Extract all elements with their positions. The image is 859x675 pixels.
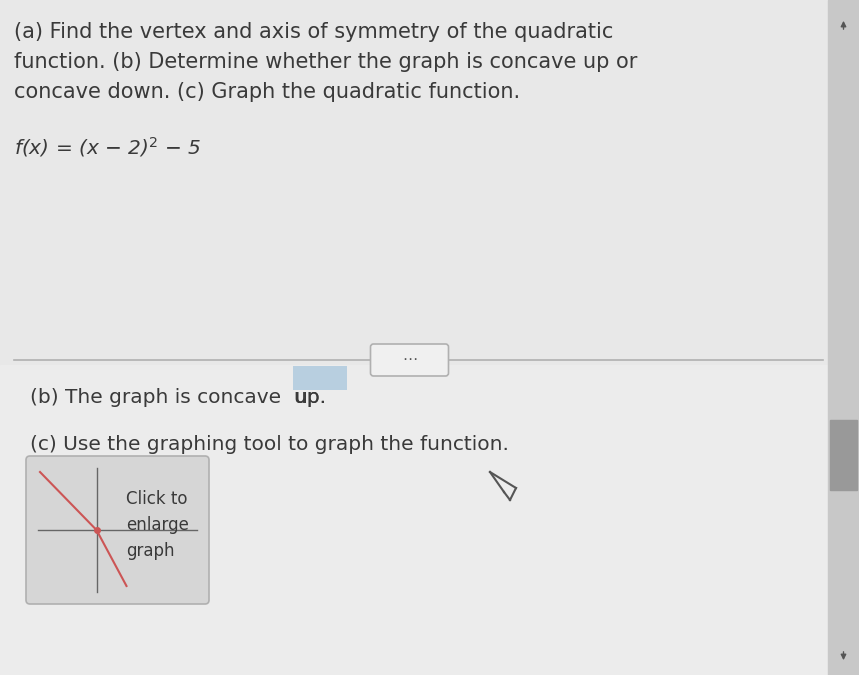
- Text: (c) Use the graphing tool to graph the function.: (c) Use the graphing tool to graph the f…: [30, 435, 509, 454]
- Text: concave down. (c) Graph the quadratic function.: concave down. (c) Graph the quadratic fu…: [14, 82, 521, 102]
- FancyBboxPatch shape: [293, 366, 347, 390]
- Bar: [828, 0, 859, 675]
- FancyBboxPatch shape: [370, 344, 448, 376]
- Text: (b) The graph is concave  up.: (b) The graph is concave up.: [30, 388, 326, 407]
- FancyBboxPatch shape: [26, 456, 209, 604]
- Text: (a) Find the vertex and axis of symmetry of the quadratic: (a) Find the vertex and axis of symmetry…: [14, 22, 613, 42]
- Bar: [830, 420, 857, 490]
- Bar: [0, 0, 859, 365]
- Text: function. (b) Determine whether the graph is concave up or: function. (b) Determine whether the grap…: [14, 52, 637, 72]
- Text: ⋯: ⋯: [402, 352, 417, 367]
- Text: f(x) = (x $-$ 2)$^2$ $-$ 5: f(x) = (x $-$ 2)$^2$ $-$ 5: [14, 135, 202, 159]
- Text: Click to
enlarge
graph: Click to enlarge graph: [126, 489, 189, 560]
- Text: up.: up.: [294, 388, 326, 407]
- Bar: [0, 365, 859, 675]
